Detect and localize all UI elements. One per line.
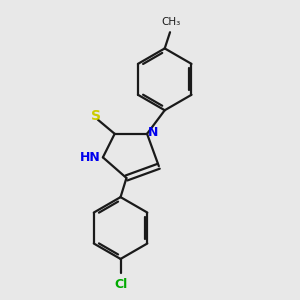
Text: N: N	[148, 126, 159, 139]
Text: HN: HN	[80, 151, 101, 164]
Text: CH₃: CH₃	[162, 17, 181, 27]
Text: Cl: Cl	[114, 278, 127, 291]
Text: S: S	[91, 109, 101, 123]
